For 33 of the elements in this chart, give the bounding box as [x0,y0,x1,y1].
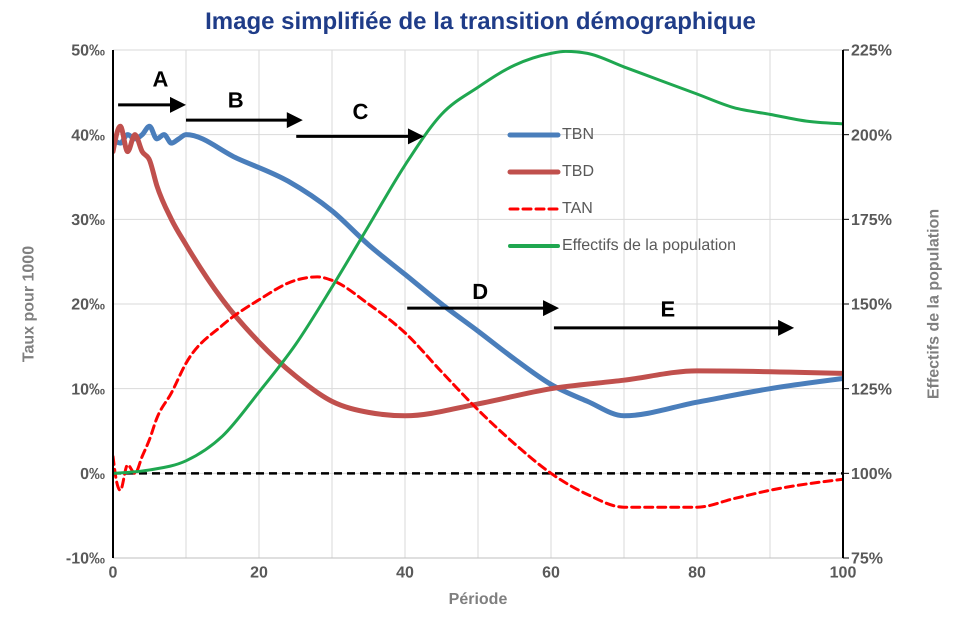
x-tick-label: 20 [250,564,268,582]
legend-label: Effectifs de la population [562,236,736,254]
annotation: D [472,279,488,304]
x-tick-label: 60 [542,564,560,582]
y-tick-label: 30‰ [71,212,105,230]
y2-tick-label: 100% [851,466,892,484]
x-tick-label: 0 [108,564,118,582]
legend-label: TBN [562,126,594,144]
y-tick-label: 40‰ [71,127,105,144]
x-tick-label: 80 [688,564,706,582]
x-axis-title: Période [448,591,508,608]
chart-title: Image simplifiée de la transition démographique [204,8,757,37]
legend-label: TAN [562,200,593,218]
line-series [113,50,843,475]
annotation: E [660,296,676,322]
y2-axis-title: Effectifs de la population [926,208,943,400]
y2-tick-label: 150% [851,296,892,314]
annotation: C [352,99,369,124]
y-tick-label: 10‰ [71,381,105,398]
x-tick-label: 40 [396,564,414,582]
y2-tick-label: 225% [851,42,892,60]
y-tick-label: 20‰ [71,296,105,314]
y-tick-label: 0‰ [80,466,105,484]
y-axis-title: Taux pour 1000 [20,246,38,362]
y2-tick-label: 175% [851,212,892,230]
annotation: A [152,66,169,92]
y2-tick-label: 200% [851,127,892,144]
y-tick-label: -10‰ [66,550,105,568]
line-series [113,275,843,509]
y-tick-label: 50‰ [71,42,105,60]
y2-tick-label: 125% [851,381,892,398]
annotation: B [228,87,244,112]
legend-label: TBD [562,162,594,180]
